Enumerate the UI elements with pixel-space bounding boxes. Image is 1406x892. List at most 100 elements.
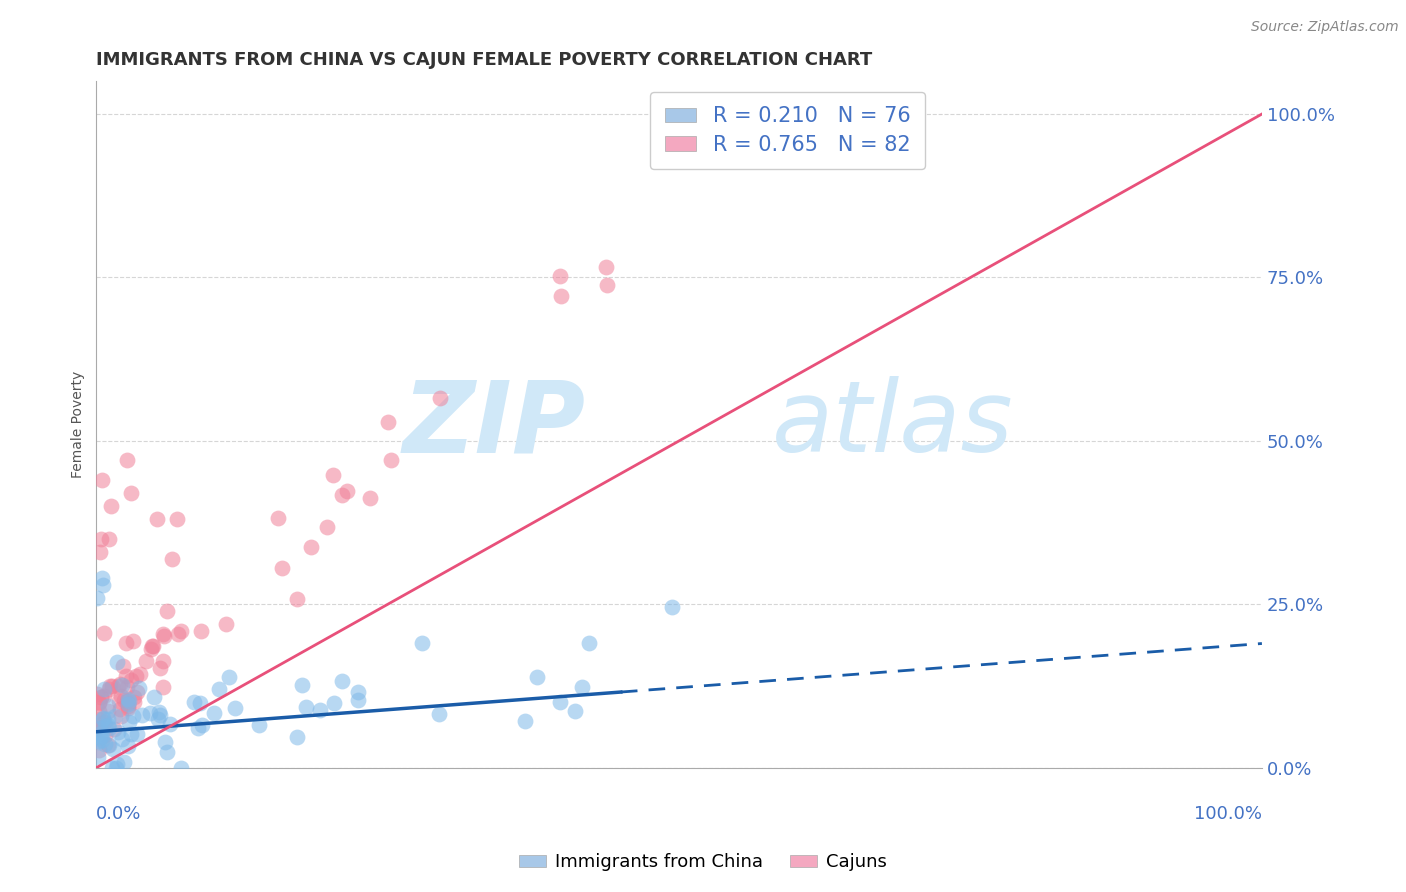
- Point: [330, 487, 353, 501]
- Point: [190, 624, 212, 638]
- Point: [146, 512, 169, 526]
- Point: [152, 629, 174, 643]
- Point: [285, 730, 308, 744]
- Text: Source: ZipAtlas.com: Source: ZipAtlas.com: [1251, 20, 1399, 34]
- Point: [187, 721, 209, 735]
- Point: [120, 673, 142, 688]
- Point: [117, 697, 139, 711]
- Point: [87, 750, 110, 764]
- Point: [117, 696, 139, 710]
- Text: ZIP: ZIP: [404, 376, 586, 473]
- Point: [87, 734, 110, 748]
- Point: [170, 761, 193, 775]
- Point: [309, 702, 332, 716]
- Point: [429, 391, 451, 405]
- Point: [299, 540, 322, 554]
- Point: [112, 693, 135, 707]
- Point: [128, 681, 150, 696]
- Point: [152, 654, 174, 668]
- Point: [359, 491, 381, 505]
- Point: [661, 599, 683, 614]
- Point: [100, 500, 122, 514]
- Point: [97, 698, 120, 713]
- Point: [595, 260, 617, 274]
- Point: [103, 723, 125, 737]
- Text: 0.0%: 0.0%: [97, 805, 142, 823]
- Point: [218, 670, 240, 684]
- Point: [93, 714, 115, 729]
- Point: [120, 726, 142, 740]
- Point: [117, 701, 139, 715]
- Point: [97, 682, 120, 697]
- Point: [90, 690, 112, 705]
- Point: [112, 756, 135, 770]
- Point: [148, 705, 170, 719]
- Point: [291, 678, 314, 692]
- Point: [117, 739, 139, 753]
- Point: [548, 695, 571, 709]
- Point: [267, 511, 290, 525]
- Point: [90, 690, 112, 705]
- Point: [98, 739, 121, 753]
- Point: [89, 730, 111, 744]
- Point: [170, 624, 193, 638]
- Point: [90, 729, 112, 743]
- Point: [108, 702, 131, 716]
- Point: [143, 690, 166, 704]
- Point: [91, 733, 114, 747]
- Point: [159, 717, 181, 731]
- Text: IMMIGRANTS FROM CHINA VS CAJUN FEMALE POVERTY CORRELATION CHART: IMMIGRANTS FROM CHINA VS CAJUN FEMALE PO…: [97, 51, 873, 69]
- Point: [87, 743, 110, 757]
- Point: [108, 694, 131, 708]
- Point: [86, 591, 108, 605]
- Point: [315, 520, 337, 534]
- Point: [115, 694, 138, 708]
- Point: [93, 625, 115, 640]
- Legend: Immigrants from China, Cajuns: Immigrants from China, Cajuns: [512, 847, 894, 879]
- Point: [214, 617, 236, 632]
- Point: [97, 738, 120, 752]
- Point: [526, 670, 548, 684]
- Point: [97, 704, 120, 718]
- Point: [110, 709, 132, 723]
- Point: [118, 715, 141, 730]
- Point: [166, 512, 188, 526]
- Point: [152, 680, 174, 694]
- Point: [117, 698, 139, 713]
- Point: [141, 639, 163, 653]
- Point: [578, 636, 600, 650]
- Point: [285, 591, 308, 606]
- Point: [156, 745, 179, 759]
- Point: [97, 717, 120, 731]
- Point: [322, 467, 344, 482]
- Point: [121, 633, 143, 648]
- Point: [160, 551, 183, 566]
- Point: [564, 705, 586, 719]
- Point: [110, 689, 132, 703]
- Point: [101, 761, 124, 775]
- Point: [127, 684, 149, 698]
- Point: [89, 696, 111, 710]
- Point: [183, 695, 205, 709]
- Point: [125, 727, 148, 741]
- Point: [112, 659, 135, 673]
- Point: [93, 689, 115, 703]
- Point: [97, 712, 120, 726]
- Point: [571, 680, 593, 694]
- Point: [125, 669, 148, 683]
- Point: [93, 577, 115, 591]
- Point: [115, 636, 138, 650]
- Point: [108, 677, 131, 691]
- Point: [107, 724, 129, 739]
- Point: [87, 735, 110, 749]
- Point: [117, 692, 139, 706]
- Point: [295, 699, 318, 714]
- Point: [91, 712, 114, 726]
- Point: [247, 718, 270, 732]
- Point: [548, 269, 571, 284]
- Point: [86, 712, 108, 726]
- Point: [152, 626, 174, 640]
- Point: [89, 695, 111, 709]
- Point: [202, 706, 225, 720]
- Point: [97, 532, 120, 546]
